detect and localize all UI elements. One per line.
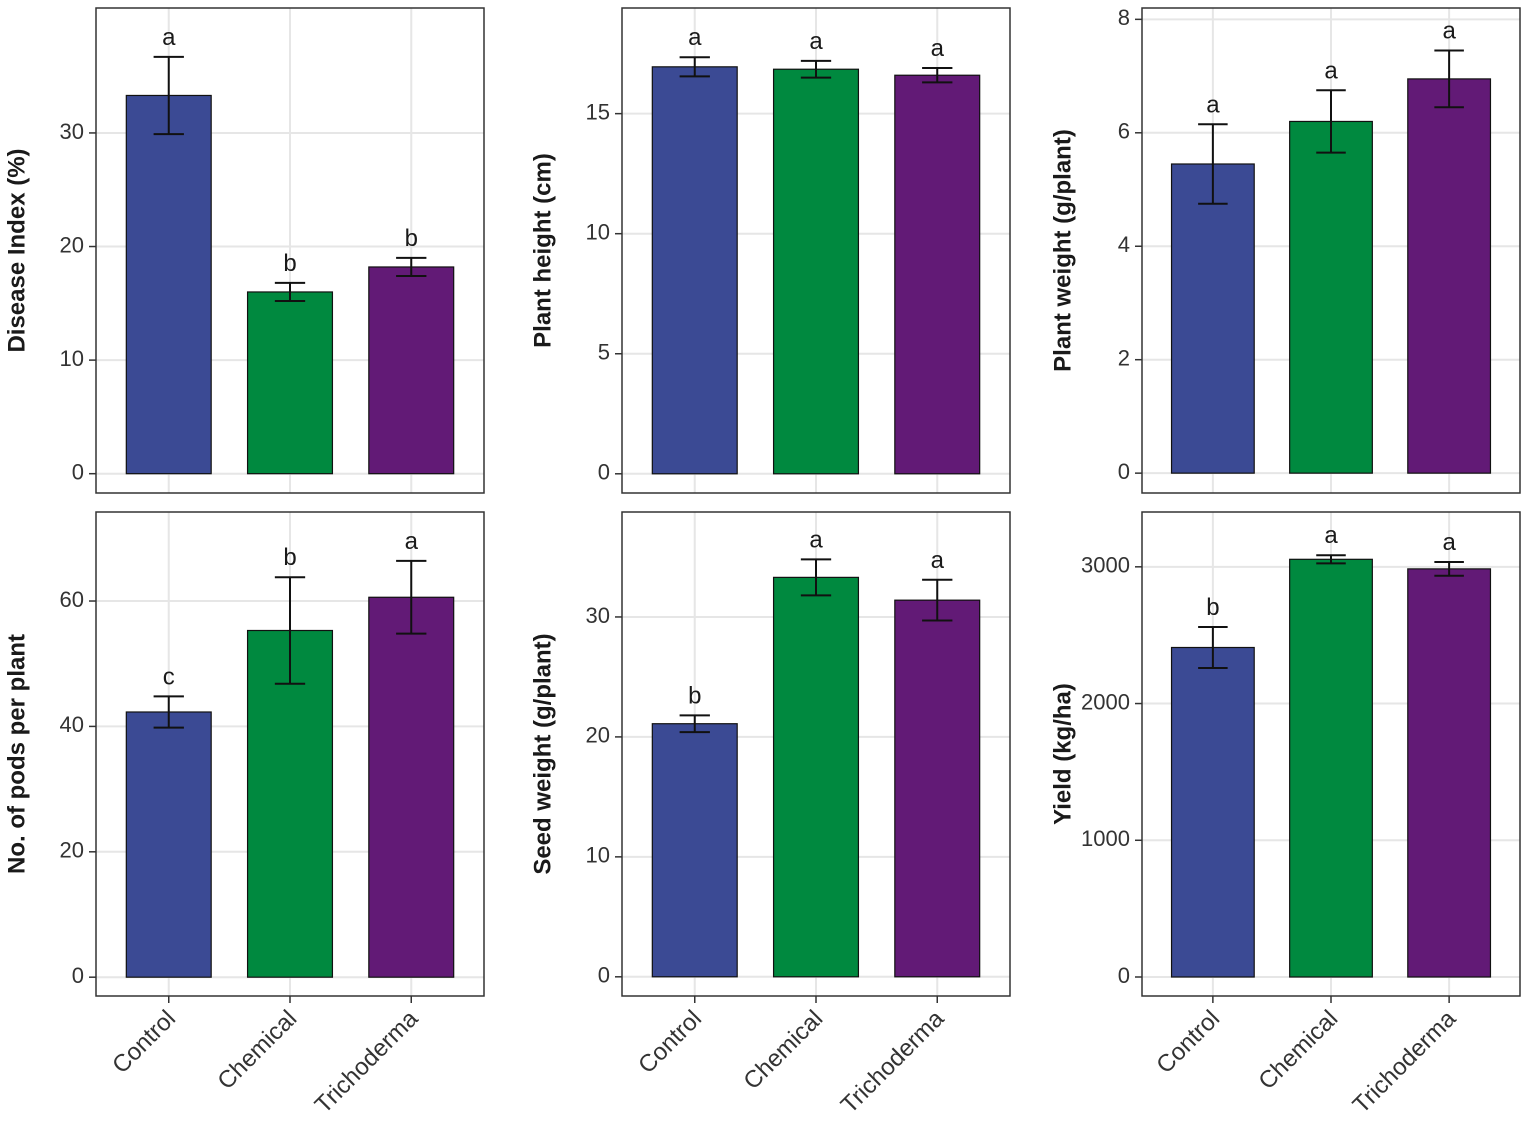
significance-letter: a xyxy=(1442,18,1456,45)
bar xyxy=(772,576,860,978)
y-tick-label: 10 xyxy=(586,220,610,245)
bar xyxy=(1170,646,1255,978)
y-tick-label: 60 xyxy=(60,587,84,612)
y-tick-label: 10 xyxy=(60,346,84,371)
y-tick-label: 20 xyxy=(60,232,84,257)
bar xyxy=(125,711,212,978)
y-tick-label: 40 xyxy=(60,712,84,737)
y-axis-title: Plant height (cm) xyxy=(529,153,556,348)
bar xyxy=(1289,120,1373,474)
significance-letter: b xyxy=(283,544,296,571)
bar xyxy=(651,723,738,978)
y-axis-title: Seed weight (g/plant) xyxy=(529,633,556,874)
x-tick-label: Chemical xyxy=(1253,1005,1343,1095)
significance-letter: a xyxy=(405,528,419,555)
bar xyxy=(1407,78,1492,474)
bar xyxy=(1407,568,1492,978)
y-tick-label: 15 xyxy=(586,99,610,124)
significance-letter: a xyxy=(931,35,945,62)
bar xyxy=(368,266,455,475)
bar xyxy=(894,599,981,978)
y-tick-label: 20 xyxy=(60,838,84,863)
y-tick-label: 10 xyxy=(586,843,610,868)
y-tick-label: 0 xyxy=(1118,963,1130,988)
y-tick-label: 3000 xyxy=(1081,553,1130,578)
significance-letter: a xyxy=(809,28,823,55)
x-tick-label: Control xyxy=(633,1005,707,1079)
bar xyxy=(246,629,334,978)
significance-letter: a xyxy=(809,526,823,553)
bar xyxy=(246,291,334,475)
bar xyxy=(651,66,738,475)
significance-letter: a xyxy=(162,24,176,51)
x-tick-label: Trichoderma xyxy=(1348,1005,1462,1119)
y-tick-label: 0 xyxy=(72,460,84,485)
bar xyxy=(1170,163,1255,474)
bar xyxy=(894,74,981,475)
bar xyxy=(1289,558,1373,978)
significance-letter: b xyxy=(1206,594,1219,621)
significance-letter: a xyxy=(1442,529,1456,556)
bar xyxy=(125,94,212,475)
y-tick-label: 0 xyxy=(598,963,610,988)
y-axis-title: Yield (kg/ha) xyxy=(1049,683,1076,825)
x-tick-label: Control xyxy=(107,1005,181,1079)
significance-letter: a xyxy=(1324,522,1338,549)
bar xyxy=(368,596,455,978)
x-tick-label: Control xyxy=(1151,1005,1225,1079)
panel-border xyxy=(621,7,1011,494)
y-tick-label: 30 xyxy=(586,603,610,628)
y-tick-label: 5 xyxy=(598,340,610,365)
panel-border xyxy=(95,7,485,494)
y-tick-label: 4 xyxy=(1118,232,1130,257)
significance-letter: a xyxy=(688,24,702,51)
significance-letter: b xyxy=(405,225,418,252)
x-tick-label: Chemical xyxy=(212,1005,302,1095)
y-tick-label: 30 xyxy=(60,119,84,144)
bar xyxy=(772,68,860,475)
y-tick-label: 20 xyxy=(586,723,610,748)
x-tick-label: Trichoderma xyxy=(310,1005,424,1119)
significance-letter: a xyxy=(931,547,945,574)
y-axis-title: Plant weight (g/plant) xyxy=(1049,129,1076,372)
significance-letter: b xyxy=(688,682,701,709)
y-tick-label: 0 xyxy=(1118,459,1130,484)
y-tick-label: 1000 xyxy=(1081,826,1130,851)
y-axis-title: No. of pods per plant xyxy=(3,634,30,874)
x-tick-label: Trichoderma xyxy=(836,1005,950,1119)
y-tick-label: 0 xyxy=(72,963,84,988)
panel-border xyxy=(1141,511,1521,997)
significance-letter: a xyxy=(1206,91,1220,118)
y-tick-label: 2 xyxy=(1118,346,1130,371)
x-tick-label: Chemical xyxy=(738,1005,828,1095)
y-tick-label: 6 xyxy=(1118,119,1130,144)
y-tick-label: 8 xyxy=(1118,5,1130,30)
y-tick-label: 2000 xyxy=(1081,689,1130,714)
panel-border xyxy=(621,511,1011,997)
significance-letter: a xyxy=(1324,57,1338,84)
panel-border xyxy=(95,511,485,997)
y-tick-label: 0 xyxy=(598,460,610,485)
significance-letter: c xyxy=(163,663,175,690)
significance-letter: b xyxy=(283,250,296,277)
panel-border xyxy=(1141,7,1521,494)
y-axis-title: Disease Index (%) xyxy=(3,148,30,352)
